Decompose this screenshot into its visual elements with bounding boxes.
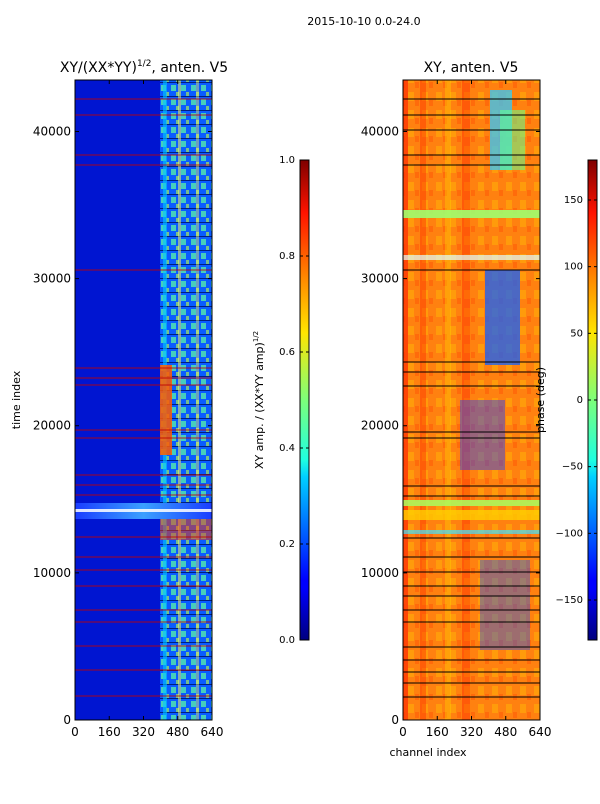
- panel-phase-title: XY, anten. V5: [424, 60, 519, 76]
- x-tick-label: 480: [166, 725, 189, 739]
- figure-suptitle: 2015-10-10 0.0-24.0: [307, 15, 420, 28]
- x-tick-label: 320: [460, 725, 483, 739]
- panel-amplitude: XY/(XX*YY)1/2, anten. V5 0 160 320 480 640 0…: [10, 59, 228, 739]
- y-tick-label: 0: [391, 713, 399, 727]
- colorbar-amplitude-label-main: XY amp. / (XX*YY amp): [253, 342, 266, 469]
- panel-phase-yticks: 0 10000 20000 30000 40000: [361, 124, 540, 727]
- y-tick-label: 30000: [33, 272, 71, 286]
- colorbar-tick-label: 100: [564, 262, 583, 273]
- x-tick-label: 480: [494, 725, 517, 739]
- y-tick-label: 20000: [33, 419, 71, 433]
- colorbar-tick-label: 0.2: [279, 539, 295, 550]
- colorbar-tick-label: −150: [556, 595, 583, 606]
- x-tick-label: 160: [98, 725, 121, 739]
- colorbar-amplitude-label: XY amp. / (XX*YY amp)1/2: [252, 331, 266, 469]
- panel-amplitude-yticks: 0 10000 20000 30000 40000: [33, 124, 212, 727]
- colorbar-tick-label: 0.8: [279, 251, 295, 262]
- x-tick-label: 320: [132, 725, 155, 739]
- x-tick-label: 0: [399, 725, 407, 739]
- colorbar-tick-label: 50: [570, 328, 583, 339]
- x-tick-label: 640: [201, 725, 224, 739]
- colorbar-tick-label: 150: [564, 195, 583, 206]
- colorbar-phase: −150 −100 −50 0 50 100 150 phase (deg): [534, 159, 598, 641]
- panel-amplitude-xticks: 0 160 320 480 640: [71, 80, 223, 739]
- colorbar-phase-ticks: −150 −100 −50 0 50 100 150: [556, 195, 597, 606]
- colorbar-amplitude: 0.0 0.2 0.4 0.6 0.8 1.0 XY amp. / (XX*YY amp)…: [252, 155, 310, 646]
- colorbar-phase-label: phase (deg): [534, 367, 547, 433]
- panel-phase-heatmap: [403, 80, 540, 720]
- colorbar-tick-label: 1.0: [279, 155, 295, 166]
- panel-amplitude-title: XY/(XX*YY)1/2, anten. V5: [60, 59, 228, 76]
- colorbar-tick-label: 0.6: [279, 347, 295, 358]
- panel-phase-xticks: 0 160 320 480 640: [399, 80, 551, 739]
- panel-amplitude-heatmap: [75, 80, 212, 720]
- y-tick-label: 10000: [33, 566, 71, 580]
- colorbar-tick-label: −50: [562, 462, 583, 473]
- colorbar-tick-label: 0.4: [279, 443, 295, 454]
- panel-phase-flag-lines: [403, 98, 540, 698]
- panel-phase: XY, anten. V5 0 160 320 480 640 0 10000 20000 3…: [361, 60, 552, 759]
- colorbar-amplitude-label-sup: 1/2: [252, 331, 260, 342]
- y-tick-label: 20000: [361, 419, 399, 433]
- colorbar-tick-label: 0: [577, 395, 583, 406]
- colorbar-tick-label: −100: [556, 528, 583, 539]
- panel-amplitude-flag-lines: [75, 98, 212, 697]
- y-tick-label: 10000: [361, 566, 399, 580]
- panel-amplitude-title-main: XY/(XX*YY): [60, 60, 137, 76]
- y-tick-label: 30000: [361, 272, 399, 286]
- panel-amplitude-title-suffix: , anten. V5: [151, 60, 228, 76]
- x-tick-label: 640: [529, 725, 552, 739]
- y-tick-label: 0: [63, 713, 71, 727]
- panel-amplitude-title-sup: 1/2: [137, 59, 151, 69]
- y-tick-label: 40000: [361, 124, 399, 138]
- colorbar-amplitude-ticks: 0.0 0.2 0.4 0.6 0.8 1.0: [279, 155, 309, 646]
- colorbar-tick-label: 0.0: [279, 635, 295, 646]
- panel-amplitude-ylabel: time index: [10, 370, 23, 429]
- x-tick-label: 0: [71, 725, 79, 739]
- x-tick-label: 160: [426, 725, 449, 739]
- y-tick-label: 40000: [33, 124, 71, 138]
- panel-phase-xlabel: channel index: [389, 746, 467, 759]
